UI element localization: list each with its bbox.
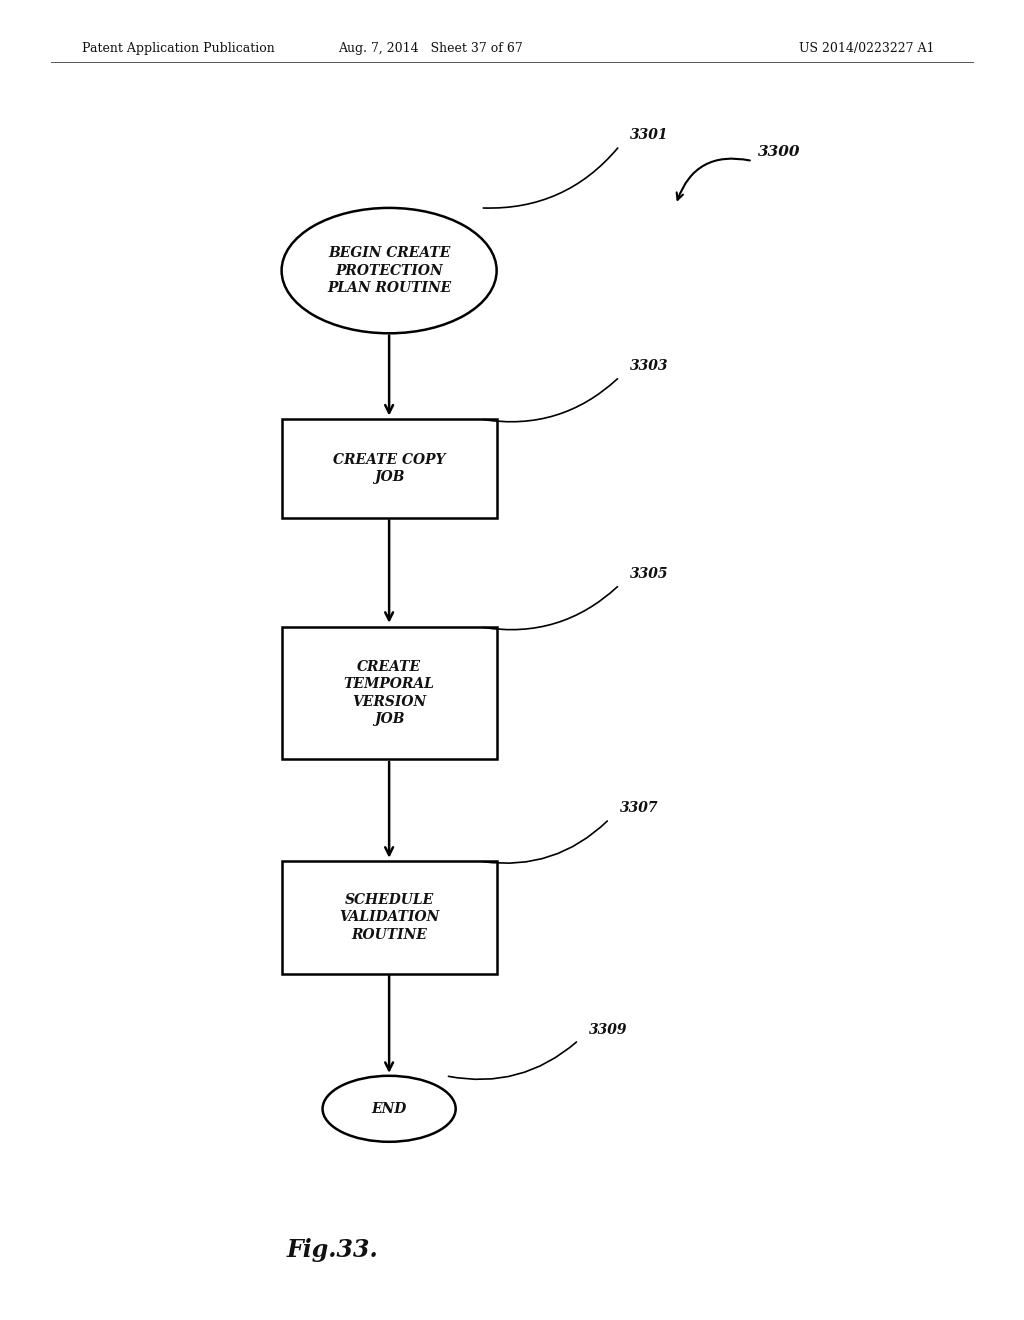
- FancyBboxPatch shape: [282, 861, 497, 974]
- Text: 3303: 3303: [630, 359, 669, 374]
- Text: CREATE
TEMPORAL
VERSION
JOB: CREATE TEMPORAL VERSION JOB: [344, 660, 434, 726]
- Text: 3300: 3300: [758, 145, 801, 158]
- Ellipse shape: [282, 207, 497, 334]
- Text: END: END: [372, 1102, 407, 1115]
- Text: CREATE COPY
JOB: CREATE COPY JOB: [333, 453, 445, 484]
- Ellipse shape: [323, 1076, 456, 1142]
- FancyBboxPatch shape: [282, 627, 497, 759]
- Text: Patent Application Publication: Patent Application Publication: [82, 42, 274, 55]
- Text: Aug. 7, 2014   Sheet 37 of 67: Aug. 7, 2014 Sheet 37 of 67: [338, 42, 522, 55]
- FancyBboxPatch shape: [282, 420, 497, 517]
- Text: SCHEDULE
VALIDATION
ROUTINE: SCHEDULE VALIDATION ROUTINE: [339, 894, 439, 941]
- Text: Fig.33.: Fig.33.: [287, 1238, 379, 1262]
- Text: 3307: 3307: [620, 801, 658, 816]
- Text: 3301: 3301: [630, 128, 669, 143]
- Text: BEGIN CREATE
PROTECTION
PLAN ROUTINE: BEGIN CREATE PROTECTION PLAN ROUTINE: [327, 247, 452, 294]
- Text: US 2014/0223227 A1: US 2014/0223227 A1: [799, 42, 934, 55]
- Text: 3309: 3309: [589, 1023, 628, 1036]
- Text: 3305: 3305: [630, 568, 669, 581]
